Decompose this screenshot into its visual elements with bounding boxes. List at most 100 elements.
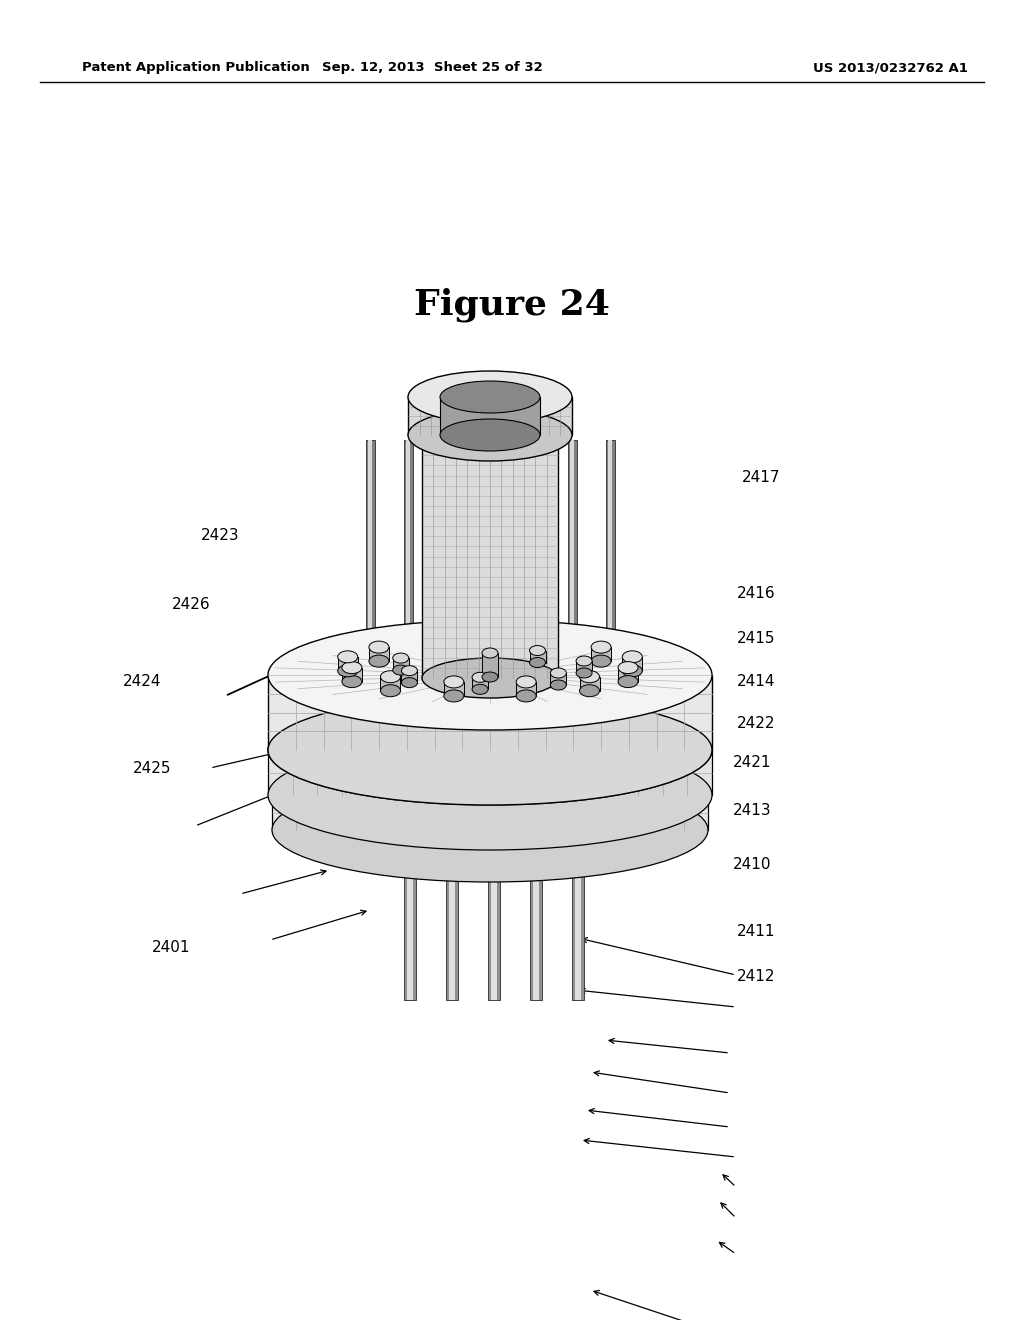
Ellipse shape bbox=[268, 620, 712, 730]
Ellipse shape bbox=[618, 661, 638, 673]
Polygon shape bbox=[368, 440, 373, 730]
Polygon shape bbox=[472, 677, 488, 689]
Ellipse shape bbox=[268, 696, 712, 805]
Ellipse shape bbox=[529, 657, 546, 668]
Text: 2413: 2413 bbox=[733, 803, 772, 818]
Ellipse shape bbox=[408, 409, 572, 461]
Ellipse shape bbox=[342, 661, 361, 673]
Polygon shape bbox=[567, 440, 577, 730]
Ellipse shape bbox=[443, 690, 464, 702]
Ellipse shape bbox=[482, 672, 498, 682]
Ellipse shape bbox=[580, 685, 599, 697]
Ellipse shape bbox=[623, 651, 642, 663]
Polygon shape bbox=[342, 668, 361, 681]
Polygon shape bbox=[440, 397, 540, 436]
Ellipse shape bbox=[422, 657, 558, 698]
Ellipse shape bbox=[516, 690, 537, 702]
Ellipse shape bbox=[440, 418, 540, 451]
Polygon shape bbox=[608, 440, 612, 730]
Polygon shape bbox=[591, 647, 611, 661]
Ellipse shape bbox=[338, 651, 357, 663]
Ellipse shape bbox=[401, 665, 418, 676]
Polygon shape bbox=[366, 440, 375, 730]
Ellipse shape bbox=[401, 677, 418, 688]
Ellipse shape bbox=[516, 676, 537, 688]
Ellipse shape bbox=[440, 381, 540, 413]
Ellipse shape bbox=[369, 642, 389, 653]
Text: 2423: 2423 bbox=[201, 528, 240, 544]
Text: 2424: 2424 bbox=[123, 673, 162, 689]
Text: 2416: 2416 bbox=[737, 586, 776, 602]
Polygon shape bbox=[403, 440, 413, 730]
Text: 2415: 2415 bbox=[737, 631, 776, 647]
Polygon shape bbox=[569, 440, 574, 730]
Polygon shape bbox=[446, 822, 458, 1001]
Polygon shape bbox=[381, 677, 400, 690]
Ellipse shape bbox=[381, 671, 400, 682]
Polygon shape bbox=[605, 440, 614, 730]
Polygon shape bbox=[338, 657, 357, 671]
Polygon shape bbox=[449, 822, 455, 1001]
Polygon shape bbox=[580, 677, 599, 690]
Polygon shape bbox=[422, 436, 558, 678]
Ellipse shape bbox=[268, 741, 712, 850]
Text: 2421: 2421 bbox=[733, 755, 772, 771]
Ellipse shape bbox=[338, 665, 357, 677]
Polygon shape bbox=[369, 647, 389, 661]
Polygon shape bbox=[530, 822, 542, 1001]
Polygon shape bbox=[401, 671, 418, 682]
Text: 2414: 2414 bbox=[737, 673, 776, 689]
Ellipse shape bbox=[577, 656, 592, 667]
Ellipse shape bbox=[577, 668, 592, 678]
Polygon shape bbox=[534, 822, 539, 1001]
Polygon shape bbox=[443, 682, 464, 696]
Text: Figure 24: Figure 24 bbox=[414, 288, 610, 322]
Polygon shape bbox=[407, 822, 413, 1001]
Polygon shape bbox=[406, 440, 411, 730]
Polygon shape bbox=[490, 822, 497, 1001]
Ellipse shape bbox=[381, 685, 400, 697]
Ellipse shape bbox=[472, 684, 488, 694]
Ellipse shape bbox=[623, 665, 642, 677]
Polygon shape bbox=[623, 657, 642, 671]
Polygon shape bbox=[443, 440, 449, 730]
Polygon shape bbox=[272, 795, 708, 830]
Polygon shape bbox=[572, 822, 584, 1001]
Ellipse shape bbox=[272, 777, 708, 882]
Text: 2425: 2425 bbox=[133, 760, 172, 776]
Ellipse shape bbox=[268, 696, 712, 805]
Ellipse shape bbox=[591, 655, 611, 667]
Text: 2401: 2401 bbox=[152, 940, 190, 956]
Ellipse shape bbox=[550, 680, 566, 690]
Polygon shape bbox=[268, 750, 712, 795]
Ellipse shape bbox=[393, 653, 409, 663]
Text: 2422: 2422 bbox=[737, 715, 776, 731]
Text: 2426: 2426 bbox=[172, 597, 211, 612]
Ellipse shape bbox=[591, 642, 611, 653]
Ellipse shape bbox=[580, 671, 599, 682]
Text: 2417: 2417 bbox=[741, 470, 780, 486]
Text: US 2013/0232762 A1: US 2013/0232762 A1 bbox=[813, 62, 968, 74]
Polygon shape bbox=[575, 822, 581, 1001]
Ellipse shape bbox=[472, 672, 488, 682]
Ellipse shape bbox=[443, 676, 464, 688]
Polygon shape bbox=[268, 675, 712, 750]
Polygon shape bbox=[529, 651, 546, 663]
Polygon shape bbox=[531, 440, 537, 730]
Ellipse shape bbox=[618, 676, 638, 688]
Ellipse shape bbox=[393, 665, 409, 675]
Ellipse shape bbox=[342, 676, 361, 688]
Ellipse shape bbox=[369, 655, 389, 667]
Ellipse shape bbox=[482, 648, 498, 657]
Polygon shape bbox=[550, 673, 566, 685]
Text: Patent Application Publication: Patent Application Publication bbox=[82, 62, 309, 74]
Polygon shape bbox=[393, 659, 409, 671]
Polygon shape bbox=[404, 822, 416, 1001]
Polygon shape bbox=[408, 397, 572, 436]
Polygon shape bbox=[488, 822, 500, 1001]
Polygon shape bbox=[516, 682, 537, 696]
Text: Sep. 12, 2013  Sheet 25 of 32: Sep. 12, 2013 Sheet 25 of 32 bbox=[322, 62, 543, 74]
Ellipse shape bbox=[422, 414, 558, 455]
Text: 2412: 2412 bbox=[737, 969, 776, 985]
Polygon shape bbox=[441, 440, 451, 730]
